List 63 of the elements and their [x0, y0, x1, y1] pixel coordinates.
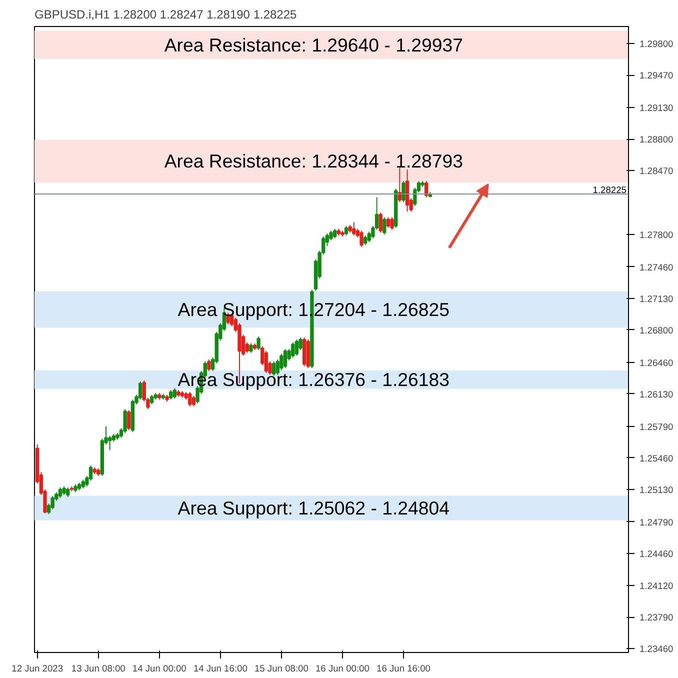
y-tick-label: 1.27460 — [640, 262, 674, 272]
y-tick-label: 1.24120 — [640, 581, 674, 592]
y-tick-label: 1.24790 — [640, 517, 674, 528]
candlestick — [405, 169, 410, 212]
band-label: Area Resistance: 1.29640 - 1.29937 — [164, 34, 464, 56]
candlestick — [333, 228, 337, 239]
y-tick-label: 1.25460 — [640, 453, 674, 464]
y-tick-label: 1.25130 — [640, 484, 674, 495]
candlestick — [360, 230, 364, 248]
y-tick-label: 1.26800 — [640, 325, 674, 336]
x-tick-label: 14 Jun 00:00 — [132, 664, 186, 674]
candlestick — [127, 410, 131, 431]
y-tick-label: 1.29470 — [640, 70, 674, 81]
y-tick-label: 1.29130 — [640, 103, 674, 114]
y-tick-label: 1.27130 — [640, 294, 674, 304]
x-tick-label: 16 Jun 16:00 — [376, 664, 430, 674]
band-label: Area Resistance: 1.28344 - 1.28793 — [164, 150, 464, 172]
ref-line-label: 1.28225 — [592, 184, 627, 195]
chart-title: GBPUSD.i,H1 1.28200 1.28247 1.28190 1.28225 — [34, 8, 298, 22]
candlestick — [50, 496, 54, 510]
x-tick-label: 12 Jun 2023 — [12, 664, 64, 674]
y-tick-label: 1.26130 — [640, 389, 674, 400]
x-tick-label: 15 Jun 08:00 — [254, 664, 308, 674]
candlestick — [58, 486, 62, 498]
candlestick — [264, 350, 268, 374]
y-tick-label: 1.29800 — [640, 39, 674, 50]
y-tick-label: 1.28800 — [640, 134, 674, 145]
candlestick — [280, 353, 284, 371]
candlestick — [382, 216, 386, 236]
candlestick — [123, 408, 127, 434]
candlestick — [378, 212, 382, 234]
y-tick-label: 1.24460 — [640, 548, 674, 559]
x-tick-label: 13 Jun 08:00 — [71, 664, 126, 674]
candlestick — [207, 359, 211, 372]
candlestick — [66, 486, 70, 498]
candlestick — [188, 391, 192, 407]
candlestick — [192, 395, 196, 407]
candlestick — [291, 342, 295, 358]
candlestick — [352, 222, 356, 236]
y-tick-label: 1.25790 — [640, 422, 674, 432]
y-tick-label: 1.28470 — [640, 166, 674, 176]
y-tick-label: 1.23790 — [640, 612, 674, 623]
candlestick — [344, 225, 348, 236]
candlestick — [283, 348, 288, 369]
candlestick — [108, 435, 112, 451]
candlestick — [172, 388, 176, 400]
candlestick — [138, 380, 142, 400]
candlestick — [386, 216, 390, 228]
candlestick — [424, 180, 428, 198]
candlestick — [249, 342, 253, 354]
candlestick — [150, 394, 154, 405]
candlestick — [390, 216, 394, 230]
candlestick — [364, 234, 368, 246]
candlestick — [402, 180, 406, 203]
x-tick-label: 16 Jun 00:00 — [315, 664, 370, 674]
y-tick-label: 1.27800 — [640, 230, 674, 240]
candlestick — [294, 339, 299, 356]
x-tick-label: 14 Jun 16:00 — [193, 664, 248, 674]
y-tick-label: 1.23460 — [640, 644, 674, 654]
candlestick — [169, 390, 173, 400]
candlestick — [256, 336, 260, 350]
y-tick-label: 1.26460 — [640, 358, 674, 368]
band-label: Area Support: 1.25062 - 1.24804 — [178, 498, 450, 519]
